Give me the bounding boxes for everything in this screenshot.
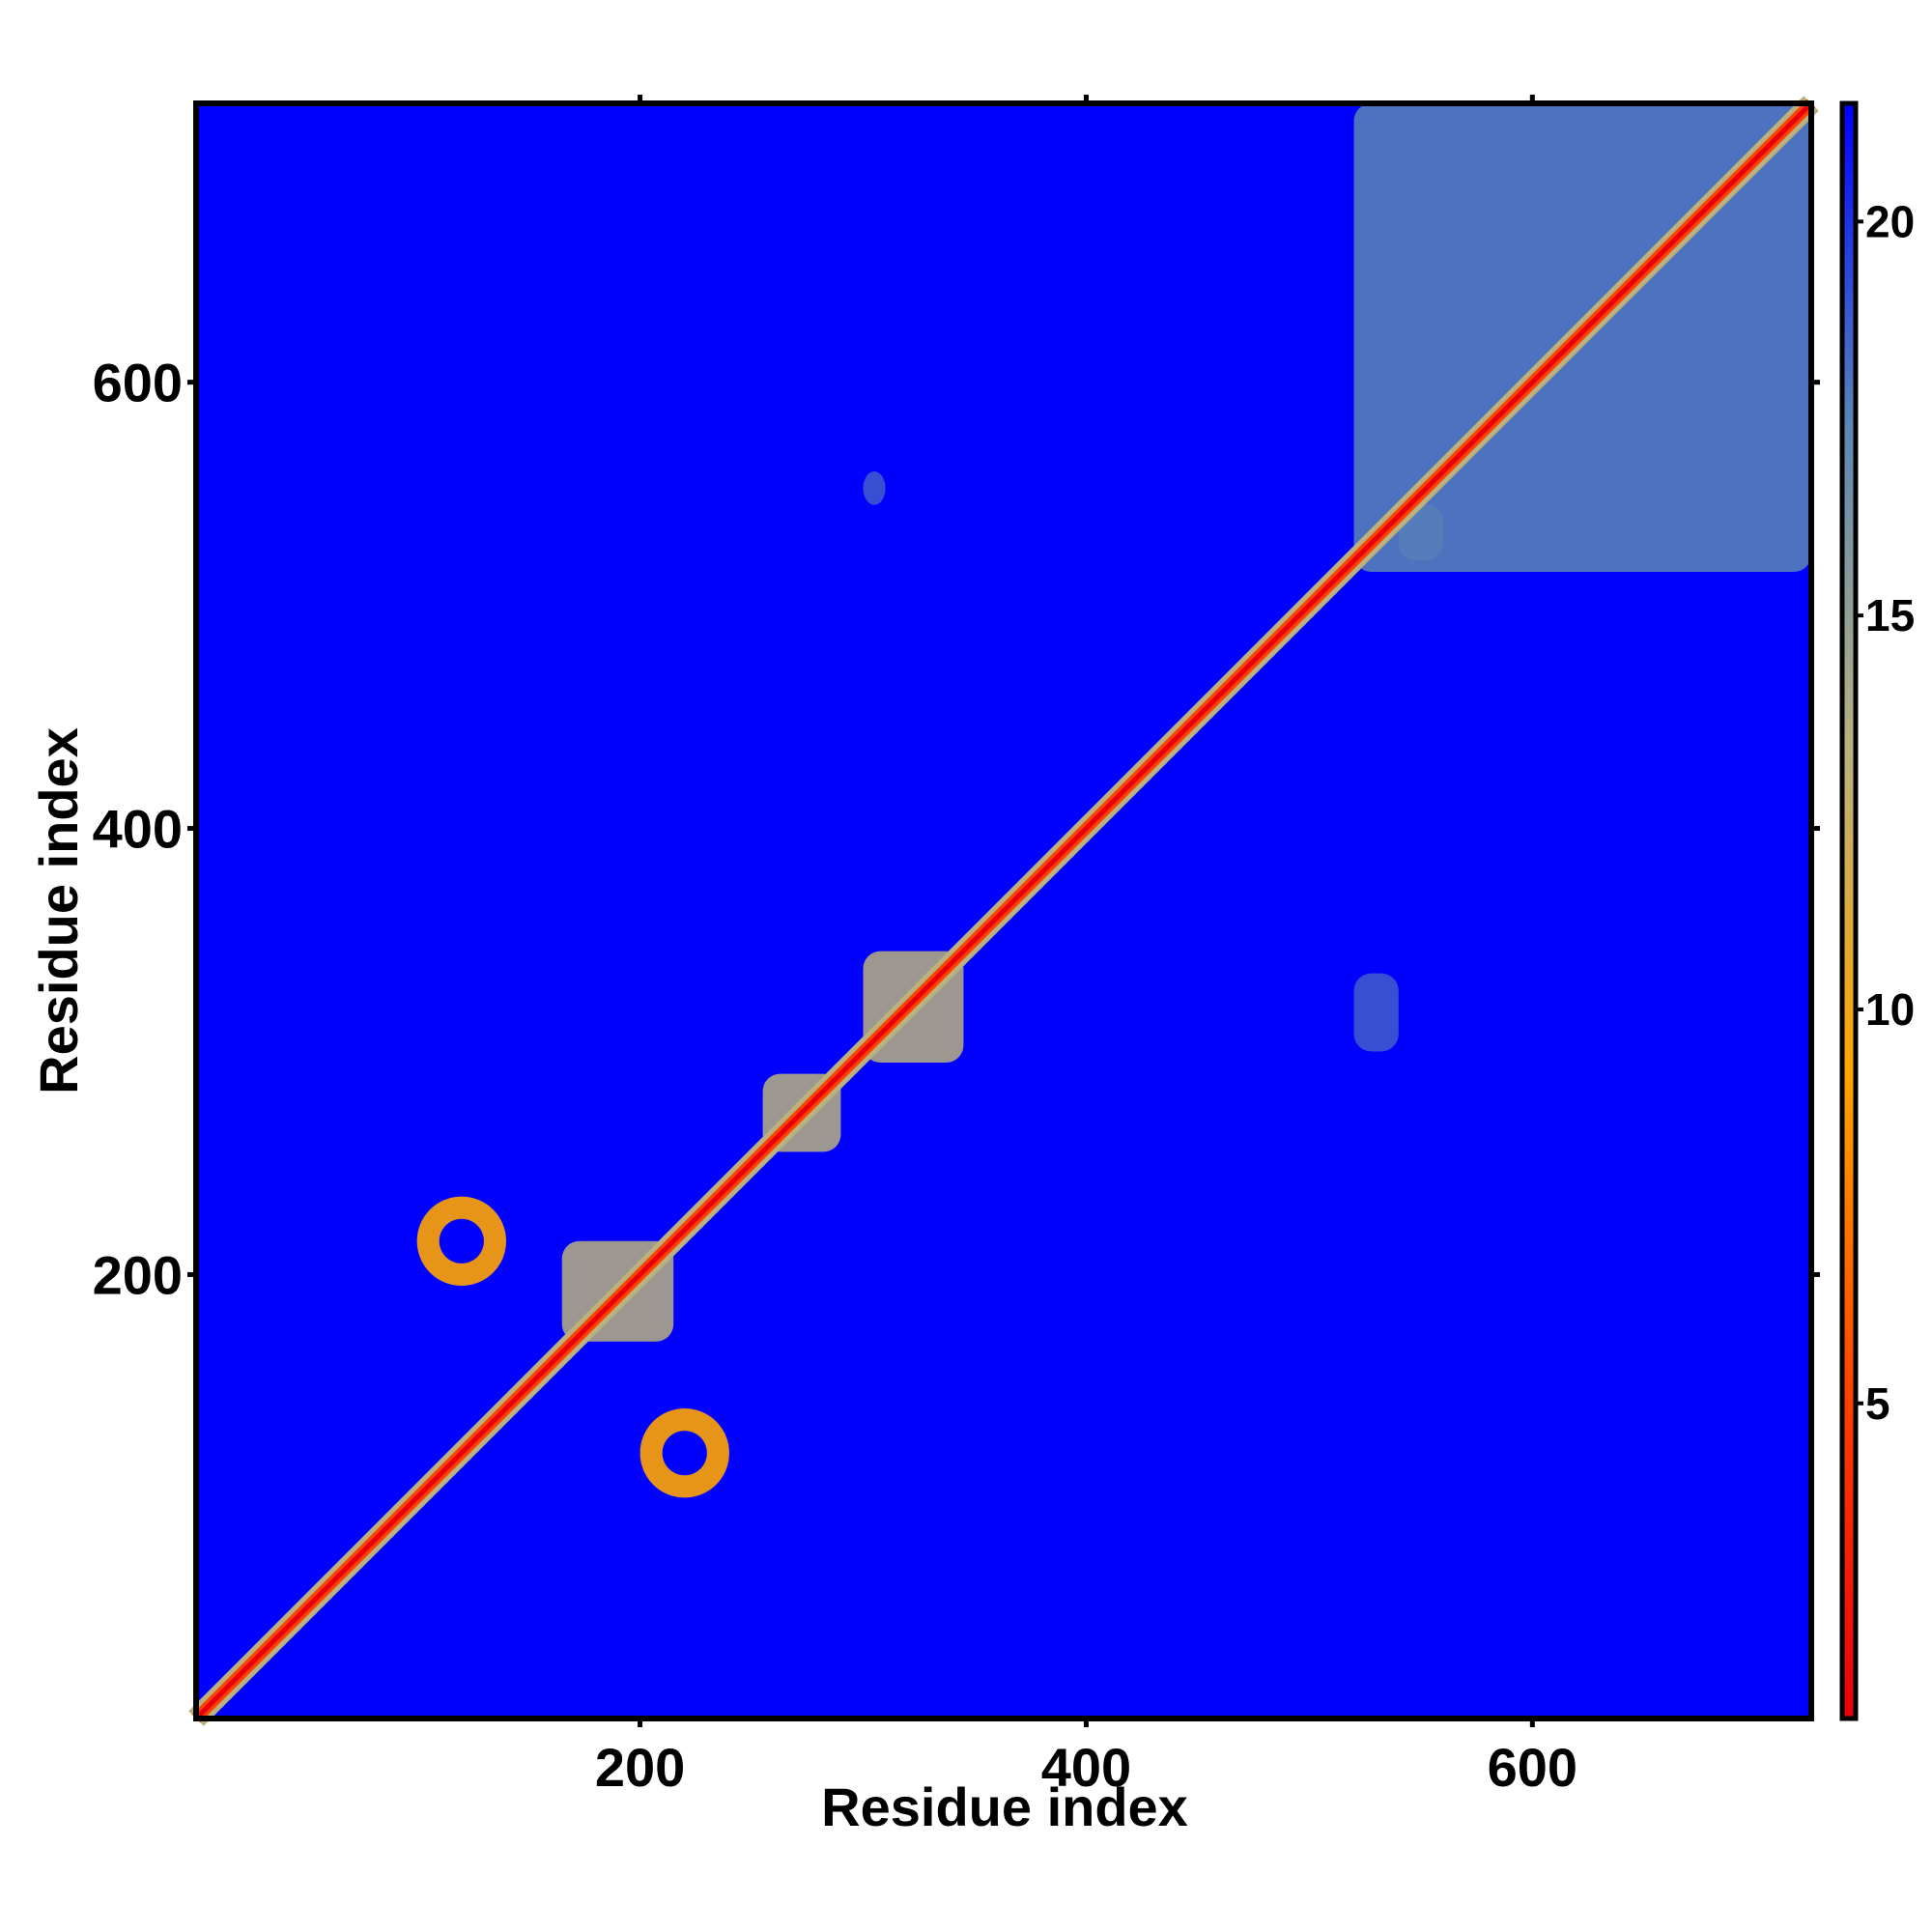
y-tick-label: 400	[93, 799, 183, 860]
colorbar-tick-label: 15	[1865, 590, 1915, 640]
x-axis-title: Residue index	[821, 1776, 1188, 1837]
plot-frame	[193, 100, 1814, 1721]
diagonal-line	[194, 101, 1813, 1720]
colorbar-tick-label: 5	[1865, 1378, 1890, 1429]
y-axis-ticks: 200 400 600	[93, 353, 1820, 1305]
y-tick-label: 200	[93, 1244, 183, 1305]
contact-region-8	[863, 471, 886, 505]
x-tick-label: 400	[1041, 1737, 1131, 1798]
colorbar-fill	[1842, 103, 1856, 1719]
y-axis-title: Residue index	[28, 727, 89, 1094]
y-tick-label: 600	[93, 353, 183, 413]
heatmap-panel	[188, 96, 1819, 1726]
heatmap-cells	[188, 96, 1819, 1726]
x-tick-label: 600	[1488, 1737, 1577, 1798]
colorbar-frame	[1839, 100, 1859, 1721]
colorbar-ticks: 5 10 15 20	[1856, 196, 1915, 1429]
colorbar-tick-label: 20	[1865, 196, 1915, 246]
contact-region-9	[1353, 973, 1399, 1052]
contact-region-hole-3	[662, 1431, 707, 1476]
x-tick-label: 200	[595, 1737, 685, 1798]
contact-region-hole-2	[439, 1218, 484, 1264]
colorbar-tick-label: 10	[1865, 984, 1915, 1035]
x-axis-ticks: 200 400 600	[595, 95, 1577, 1798]
colorbar: 5 10 15 20	[1839, 100, 1915, 1721]
